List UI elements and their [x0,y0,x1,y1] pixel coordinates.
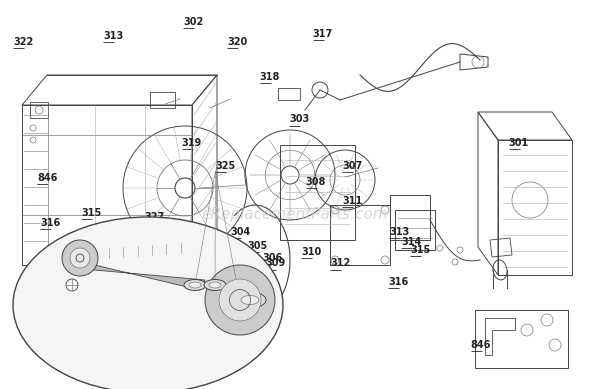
Text: 315: 315 [410,245,430,255]
Ellipse shape [13,217,283,389]
Text: 324: 324 [183,237,203,247]
Text: 322: 322 [13,37,33,47]
Ellipse shape [184,280,206,291]
Text: 319: 319 [182,138,202,148]
Text: 308: 308 [306,177,326,187]
Text: 315: 315 [81,208,101,218]
Text: 314: 314 [401,237,421,247]
Text: 304: 304 [230,227,250,237]
Text: 305: 305 [248,241,268,251]
Circle shape [219,279,261,321]
Text: 323: 323 [107,241,127,251]
Text: 320: 320 [227,37,247,47]
Text: 846: 846 [37,173,58,183]
Ellipse shape [209,282,221,288]
Text: 303: 303 [289,114,309,124]
Circle shape [70,248,90,268]
Text: 302: 302 [183,17,203,27]
Text: 301: 301 [509,138,529,148]
Text: 311: 311 [342,196,362,206]
Text: 325: 325 [215,161,235,171]
Text: 317: 317 [313,29,333,39]
Text: 313: 313 [389,227,409,237]
Text: 312: 312 [330,258,350,268]
Text: 316: 316 [388,277,408,287]
Text: 310: 310 [301,247,321,257]
Circle shape [62,240,98,276]
Text: 846: 846 [471,340,491,350]
Text: 316: 316 [40,217,60,228]
Circle shape [205,265,275,335]
Ellipse shape [234,292,266,308]
Text: 327: 327 [145,212,165,222]
Ellipse shape [241,296,259,305]
Text: eReplacementParts.com: eReplacementParts.com [202,207,388,221]
Ellipse shape [189,282,201,288]
Text: 313: 313 [103,31,123,41]
Text: 318: 318 [260,72,280,82]
Text: 307: 307 [342,161,362,171]
Text: 309: 309 [266,258,286,268]
Ellipse shape [204,280,226,291]
Text: 306: 306 [263,252,283,263]
Polygon shape [70,248,205,290]
